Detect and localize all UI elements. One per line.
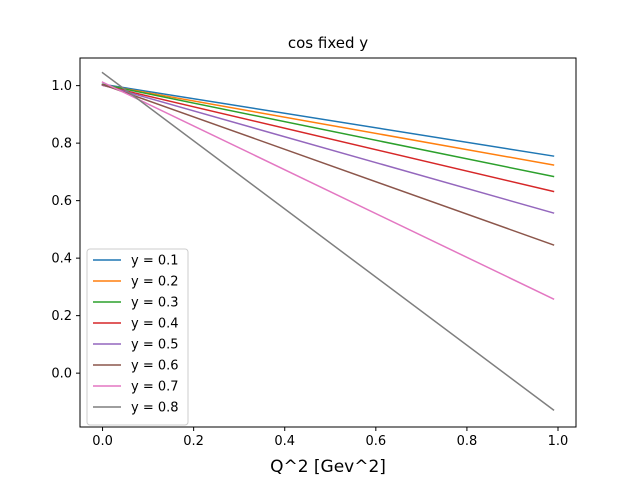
axes-frame (79, 57, 577, 428)
series-line-6 (101, 83, 555, 246)
y-tick-label-2: 0.4 (51, 252, 72, 267)
legend-label-5: y = 0.5 (131, 338, 179, 353)
series-line-1 (101, 83, 555, 157)
x-tick-label-1: 0.2 (183, 434, 204, 449)
y-tick-label-1: 0.2 (51, 309, 72, 324)
legend-label-7: y = 0.7 (131, 380, 179, 395)
y-tick-label-3: 0.6 (51, 194, 72, 209)
series-line-8 (101, 71, 555, 411)
legend: y = 0.1 y = 0.2 y = 0.3 y = 0.4 y = 0.5 y = 0… (86, 248, 189, 426)
y-tick-label-4: 0.8 (51, 137, 72, 152)
x-tick-label-4: 0.8 (457, 434, 478, 449)
y-tick-label-0: 0.0 (51, 367, 72, 382)
series-line-7 (101, 81, 555, 300)
chart-title: cos fixed y (288, 34, 368, 52)
series-line-2 (101, 83, 555, 166)
series-line-4 (101, 84, 555, 193)
legend-label-8: y = 0.8 (131, 401, 179, 416)
legend-box (86, 248, 189, 426)
legend-label-2: y = 0.2 (131, 275, 179, 290)
legend-label-4: y = 0.4 (131, 317, 179, 332)
x-tick-label-2: 0.4 (274, 434, 295, 449)
x-axis-label: Q^2 [Gev^2] (270, 457, 386, 477)
legend-label-1: y = 0.1 (131, 254, 179, 269)
x-tick-label-0: 0.0 (92, 434, 113, 449)
legend-label-6: y = 0.6 (131, 359, 179, 374)
y-tick-label-5: 1.0 (51, 79, 72, 94)
legend-label-3: y = 0.3 (131, 296, 179, 311)
series-line-3 (101, 83, 555, 178)
x-tick-label-3: 0.6 (365, 434, 386, 449)
x-tick-label-5: 1.0 (548, 434, 569, 449)
series-line-5 (101, 84, 555, 214)
plot-area: 0.0 0.2 0.4 0.6 0.8 1.0 0.0 0.2 0.4 0.6 0.8 1.0 (51, 57, 577, 449)
